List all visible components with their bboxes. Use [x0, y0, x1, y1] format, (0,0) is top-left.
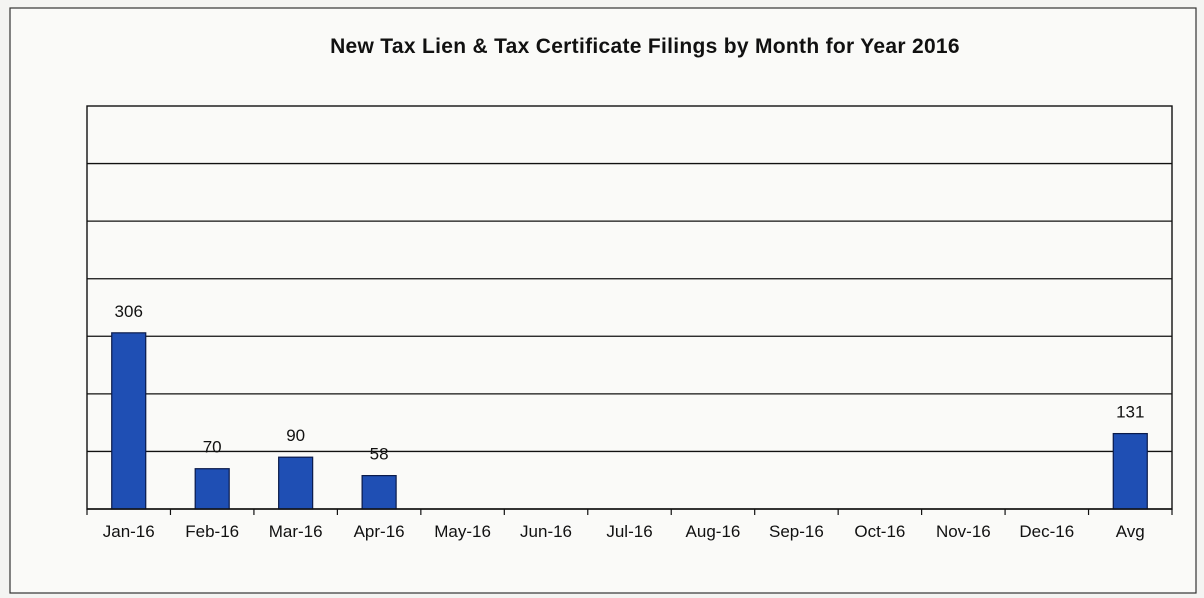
- x-tick-label: Nov-16: [936, 522, 991, 541]
- data-label: 58: [370, 445, 389, 464]
- x-tick-label: Avg: [1116, 522, 1145, 541]
- x-tick-label: Oct-16: [854, 522, 905, 541]
- data-labels: 306 70 90 58 131: [115, 302, 1145, 464]
- data-label: 90: [286, 426, 305, 445]
- x-tick-label: Aug-16: [686, 522, 741, 541]
- x-tick-label: Dec-16: [1019, 522, 1074, 541]
- chart-title: New Tax Lien & Tax Certificate Filings b…: [330, 35, 960, 58]
- bar: [278, 456, 314, 510]
- bar: [361, 475, 397, 510]
- bar: [1112, 432, 1148, 510]
- x-tick-label: May-16: [434, 522, 491, 541]
- x-tick-label: Jul-16: [606, 522, 652, 541]
- x-tick-label: Sep-16: [769, 522, 824, 541]
- chart-area-border: [9, 7, 1197, 594]
- x-tick-label: Jun-16: [520, 522, 572, 541]
- data-label: 306: [115, 302, 143, 321]
- bar: [194, 468, 230, 510]
- x-tick-label: Jan-16: [103, 522, 155, 541]
- data-label: 70: [203, 438, 222, 457]
- x-axis: Jan-16 Feb-16 Mar-16 Apr-16 May-16 Jun-16 Jul-…: [86, 508, 1173, 541]
- gridlines: [87, 162, 1172, 453]
- x-tick-label: Mar-16: [269, 522, 323, 541]
- bar: [111, 332, 147, 510]
- bars: [111, 332, 1148, 510]
- x-tick-label: Apr-16: [354, 522, 405, 541]
- data-label: 131: [1116, 403, 1144, 422]
- x-tick-label: Feb-16: [185, 522, 239, 541]
